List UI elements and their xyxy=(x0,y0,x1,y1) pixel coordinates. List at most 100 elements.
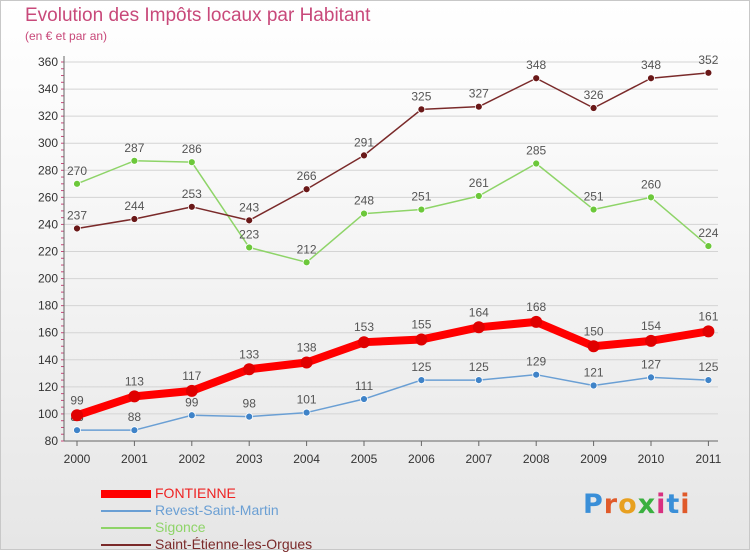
data-label-saint-etienne-les-orgues: 352 xyxy=(698,53,718,67)
y-tick-label: 140 xyxy=(38,353,58,367)
data-label-sigonce: 270 xyxy=(67,164,87,178)
data-point-sigonce xyxy=(130,156,139,165)
data-point-fontienne xyxy=(358,336,370,349)
data-label-sigonce: 224 xyxy=(698,226,718,240)
series-line-sigonce xyxy=(76,160,710,264)
data-point-fontienne xyxy=(530,315,543,328)
data-point-saint-etienne-les-orgues xyxy=(360,151,368,160)
data-point-sigonce xyxy=(647,193,655,202)
data-label-fontienne: 138 xyxy=(297,340,317,354)
data-label-sigonce: 260 xyxy=(641,177,661,191)
legend-item: Revest-Saint-Martin xyxy=(101,502,401,519)
data-label-revest-saint-martin: 88 xyxy=(128,410,142,424)
x-tick-label: 2008 xyxy=(523,452,550,466)
data-label-saint-etienne-les-orgues: 253 xyxy=(182,187,202,201)
data-point-revest-saint-martin xyxy=(704,376,713,384)
y-tick-label: 260 xyxy=(38,190,58,204)
data-point-fontienne xyxy=(415,333,428,346)
data-point-sigonce xyxy=(474,192,483,200)
data-point-sigonce xyxy=(302,258,311,267)
data-point-fontienne xyxy=(472,321,485,334)
data-label-revest-saint-martin: 121 xyxy=(584,366,604,380)
data-label-revest-saint-martin: 125 xyxy=(698,360,718,374)
data-point-sigonce xyxy=(360,209,368,218)
data-label-saint-etienne-les-orgues: 244 xyxy=(124,199,144,213)
data-point-saint-etienne-les-orgues xyxy=(532,74,541,83)
data-point-revest-saint-martin xyxy=(474,376,483,384)
data-label-revest-saint-martin: 98 xyxy=(243,397,257,411)
data-point-fontienne xyxy=(587,340,600,353)
data-label-fontienne: 99 xyxy=(70,393,84,407)
data-label-saint-etienne-les-orgues: 348 xyxy=(641,58,661,72)
data-point-sigonce xyxy=(245,243,254,252)
series-line-fontienne xyxy=(73,317,713,420)
legend-label: Sigonce xyxy=(155,519,206,535)
line-chart: 80 100 120 140 160 180 200 220 240 260 280 300 320 34… xyxy=(38,53,722,466)
data-point-sigonce xyxy=(704,242,713,250)
data-point-fontienne xyxy=(702,325,715,338)
y-tick-label: 180 xyxy=(38,299,58,313)
data-label-saint-etienne-les-orgues: 243 xyxy=(239,200,259,214)
proxiti-logo: Proxiti xyxy=(583,489,691,520)
data-label-fontienne: 153 xyxy=(354,320,374,334)
data-label-saint-etienne-les-orgues: 291 xyxy=(354,135,374,149)
data-label-fontienne: 133 xyxy=(239,347,259,361)
data-label-sigonce: 285 xyxy=(526,144,546,158)
x-tick-label: 2003 xyxy=(236,452,263,466)
x-tick-label: 2004 xyxy=(293,452,320,466)
data-label-revest-saint-martin: 125 xyxy=(469,360,489,374)
logo-letter: i xyxy=(680,489,691,520)
legend-swatch xyxy=(101,510,151,512)
data-point-fontienne xyxy=(300,356,313,369)
data-label-saint-etienne-les-orgues: 327 xyxy=(469,87,489,101)
legend-item: Saint-Étienne-les-Orgues xyxy=(101,536,401,553)
chart-title: Evolution des Impôts locaux par Habitant xyxy=(25,5,371,26)
x-tick-label: 2007 xyxy=(465,452,492,466)
data-point-fontienne xyxy=(243,363,256,376)
y-tick-label: 320 xyxy=(38,109,58,123)
data-label-revest-saint-martin: 101 xyxy=(297,393,317,407)
data-label-saint-etienne-les-orgues: 326 xyxy=(584,88,604,102)
data-label-saint-etienne-les-orgues: 266 xyxy=(297,169,317,183)
data-point-fontienne xyxy=(128,390,141,403)
data-label-sigonce: 251 xyxy=(584,190,604,204)
x-tick-label: 2005 xyxy=(351,452,378,466)
logo-letter: x xyxy=(637,489,657,520)
data-point-saint-etienne-les-orgues xyxy=(302,185,311,194)
data-point-revest-saint-martin xyxy=(73,426,81,435)
data-point-sigonce xyxy=(589,205,598,214)
legend-item: Sigonce xyxy=(101,519,401,536)
data-point-sigonce xyxy=(417,205,426,214)
data-point-revest-saint-martin xyxy=(302,408,311,417)
y-tick-label: 340 xyxy=(38,82,58,96)
data-label-sigonce: 286 xyxy=(182,142,202,156)
legend-label: Saint-Étienne-les-Orgues xyxy=(155,536,313,552)
x-tick-label: 2011 xyxy=(695,452,721,466)
y-tick-label: 280 xyxy=(38,163,58,177)
data-point-fontienne xyxy=(71,409,83,422)
x-tick-label: 2009 xyxy=(580,452,607,466)
legend-swatch xyxy=(101,527,151,529)
data-label-sigonce: 287 xyxy=(124,141,144,155)
data-label-fontienne: 154 xyxy=(641,319,661,333)
data-point-sigonce xyxy=(532,159,541,168)
data-point-saint-etienne-les-orgues xyxy=(647,74,655,83)
data-point-saint-etienne-les-orgues xyxy=(589,104,598,112)
data-point-sigonce xyxy=(73,179,81,188)
data-point-saint-etienne-les-orgues xyxy=(474,102,483,111)
y-tick-label: 200 xyxy=(38,272,58,286)
data-point-fontienne xyxy=(185,384,198,397)
data-label-saint-etienne-les-orgues: 348 xyxy=(526,58,546,72)
x-tick-label: 2010 xyxy=(638,452,665,466)
data-point-revest-saint-martin xyxy=(245,412,254,421)
data-point-revest-saint-martin xyxy=(360,395,368,403)
y-tick-label: 240 xyxy=(38,217,58,231)
data-point-revest-saint-martin xyxy=(130,426,139,435)
legend: FONTIENNE Revest-Saint-Martin Sigonce Saint… xyxy=(101,485,401,553)
logo-letter: i xyxy=(656,489,667,520)
data-point-revest-saint-martin xyxy=(647,373,655,382)
logo-letter: t xyxy=(666,489,681,520)
data-label-fontienne: 117 xyxy=(182,369,201,383)
x-tick-label: 2006 xyxy=(408,452,435,466)
data-label-revest-saint-martin: 127 xyxy=(641,357,661,371)
